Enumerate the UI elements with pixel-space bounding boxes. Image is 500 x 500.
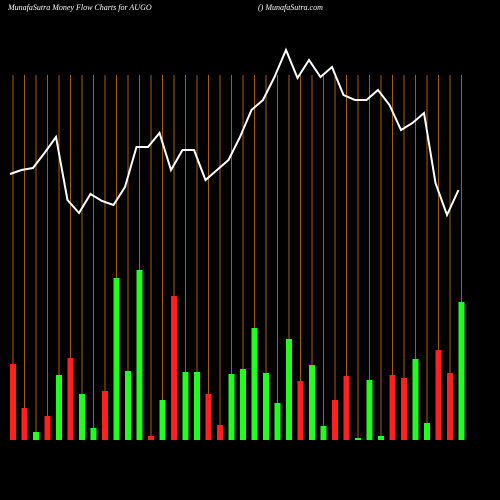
bar xyxy=(389,375,396,440)
bar xyxy=(136,270,143,440)
chart-title: MunafaSutra Money Flow Charts for AUGO xyxy=(7,3,152,12)
bar xyxy=(90,428,97,440)
chart-subtitle: () MunafaSutra.com xyxy=(258,3,323,12)
bar xyxy=(458,302,465,440)
bar xyxy=(251,328,258,440)
bar xyxy=(113,278,120,440)
bar xyxy=(102,391,108,440)
bar xyxy=(182,372,189,440)
bar xyxy=(401,378,407,440)
bar xyxy=(297,381,304,440)
bar xyxy=(355,438,361,440)
bar xyxy=(343,376,350,440)
bar xyxy=(378,436,384,440)
bar xyxy=(171,296,177,440)
bar xyxy=(205,394,212,440)
bar xyxy=(148,436,154,440)
bar xyxy=(447,373,453,440)
bar xyxy=(366,380,373,440)
bar xyxy=(274,403,281,440)
bar xyxy=(320,426,327,440)
bar xyxy=(56,375,62,440)
bar xyxy=(240,369,246,440)
bar xyxy=(159,400,166,440)
bar xyxy=(10,364,16,440)
bar xyxy=(33,432,39,440)
bar xyxy=(424,423,430,440)
bar xyxy=(21,408,28,440)
bar xyxy=(309,365,315,440)
price-line xyxy=(9,47,460,218)
bar xyxy=(194,372,200,440)
bar xyxy=(67,358,74,440)
bar xyxy=(435,350,442,440)
bar xyxy=(228,374,235,440)
bar xyxy=(217,425,223,440)
bar xyxy=(79,394,85,440)
bar xyxy=(286,339,292,440)
bar xyxy=(412,359,419,440)
bar xyxy=(125,371,131,440)
bar xyxy=(44,416,51,440)
bar xyxy=(263,373,269,440)
bar xyxy=(332,400,338,440)
